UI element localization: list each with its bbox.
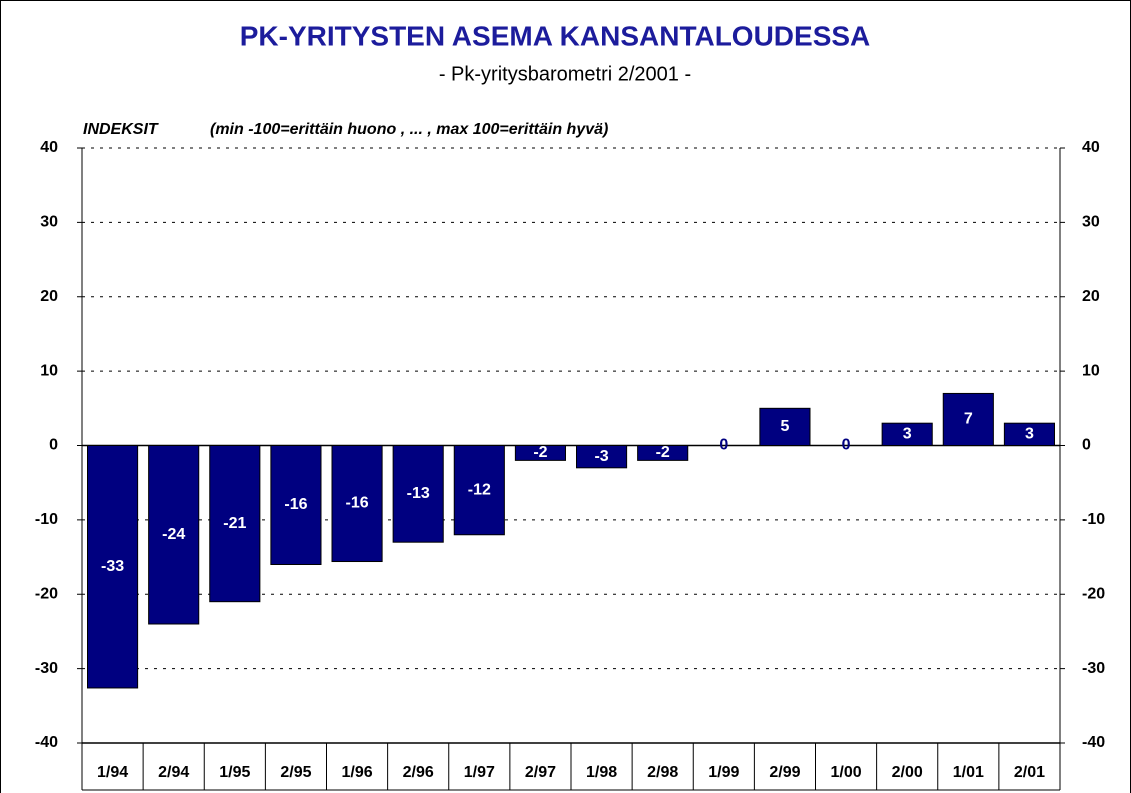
y-tick-label: 30 [40,214,58,231]
value-label: 3 [1025,426,1034,443]
y-tick-label-right: -40 [1082,734,1105,751]
bar [87,445,139,689]
bar [209,445,261,603]
value-label: -2 [533,444,547,461]
x-tick-label: 1/01 [953,764,984,781]
y-tick-label: -10 [35,511,58,528]
x-tick-label: 2/97 [525,764,556,781]
x-tick-label: 1/96 [341,764,372,781]
value-label: -12 [468,481,491,498]
value-label: 7 [964,411,973,428]
value-label: 3 [903,426,912,443]
x-tick-label: 2/99 [769,764,800,781]
y-tick-label-right: 30 [1082,214,1100,231]
x-tick-label: 1/00 [830,764,861,781]
x-tick-label: 2/95 [280,764,311,781]
x-tick-label: 2/96 [403,764,434,781]
value-label: 0 [719,437,728,454]
y-tick-label: -40 [35,734,58,751]
value-label: -33 [101,558,124,575]
value-label: -13 [407,485,430,502]
bar [881,422,933,446]
chart-title: PK-YRITYSTEN ASEMA KANSANTALOUDESSA [240,20,871,51]
y-tick-label-right: -30 [1082,660,1105,677]
value-label: -3 [594,448,608,465]
x-tick-label: 1/98 [586,764,617,781]
y-axis-label: INDEKSIT [83,121,159,138]
x-tick-label: 2/01 [1014,764,1045,781]
value-label: -21 [223,515,246,532]
x-tick-label: 1/95 [219,764,250,781]
value-label: -24 [162,526,185,543]
y-tick-label-right: 0 [1082,437,1091,454]
bar [637,445,689,461]
y-tick-label: -20 [35,585,58,602]
y-tick-label-right: -10 [1082,511,1105,528]
bar [759,407,811,446]
bar [1003,422,1055,446]
x-tick-label: 2/94 [158,764,189,781]
chart-subtitle: - Pk-yritysbarometri 2/2001 - [439,63,691,85]
value-label: -2 [656,444,670,461]
value-label: 0 [842,437,851,454]
y-tick-label: 10 [40,362,58,379]
bar [576,445,628,469]
bar [392,445,444,543]
y-tick-label: 0 [49,437,58,454]
bar [453,445,505,536]
y-tick-label-right: 10 [1082,362,1100,379]
value-label: 5 [780,418,789,435]
y-tick-label-right: 40 [1082,139,1100,156]
x-tick-label: 1/97 [464,764,495,781]
bar [270,445,322,565]
bar [942,392,994,446]
x-tick-label: 1/99 [708,764,739,781]
y-tick-label-right: -20 [1082,585,1105,602]
value-label: -16 [284,496,307,513]
y-axis-note: (min -100=erittäin huono , ... , max 100… [210,121,608,138]
y-tick-label-right: 20 [1082,288,1100,305]
y-tick-label: 40 [40,139,58,156]
y-tick-label: 20 [40,288,58,305]
y-tick-label: -30 [35,660,58,677]
bar [148,445,200,625]
x-tick-label: 1/94 [97,764,128,781]
bar [514,445,566,461]
value-label: -16 [346,495,369,512]
x-tick-label: 2/98 [647,764,678,781]
x-tick-label: 2/00 [892,764,923,781]
bar [331,445,383,563]
